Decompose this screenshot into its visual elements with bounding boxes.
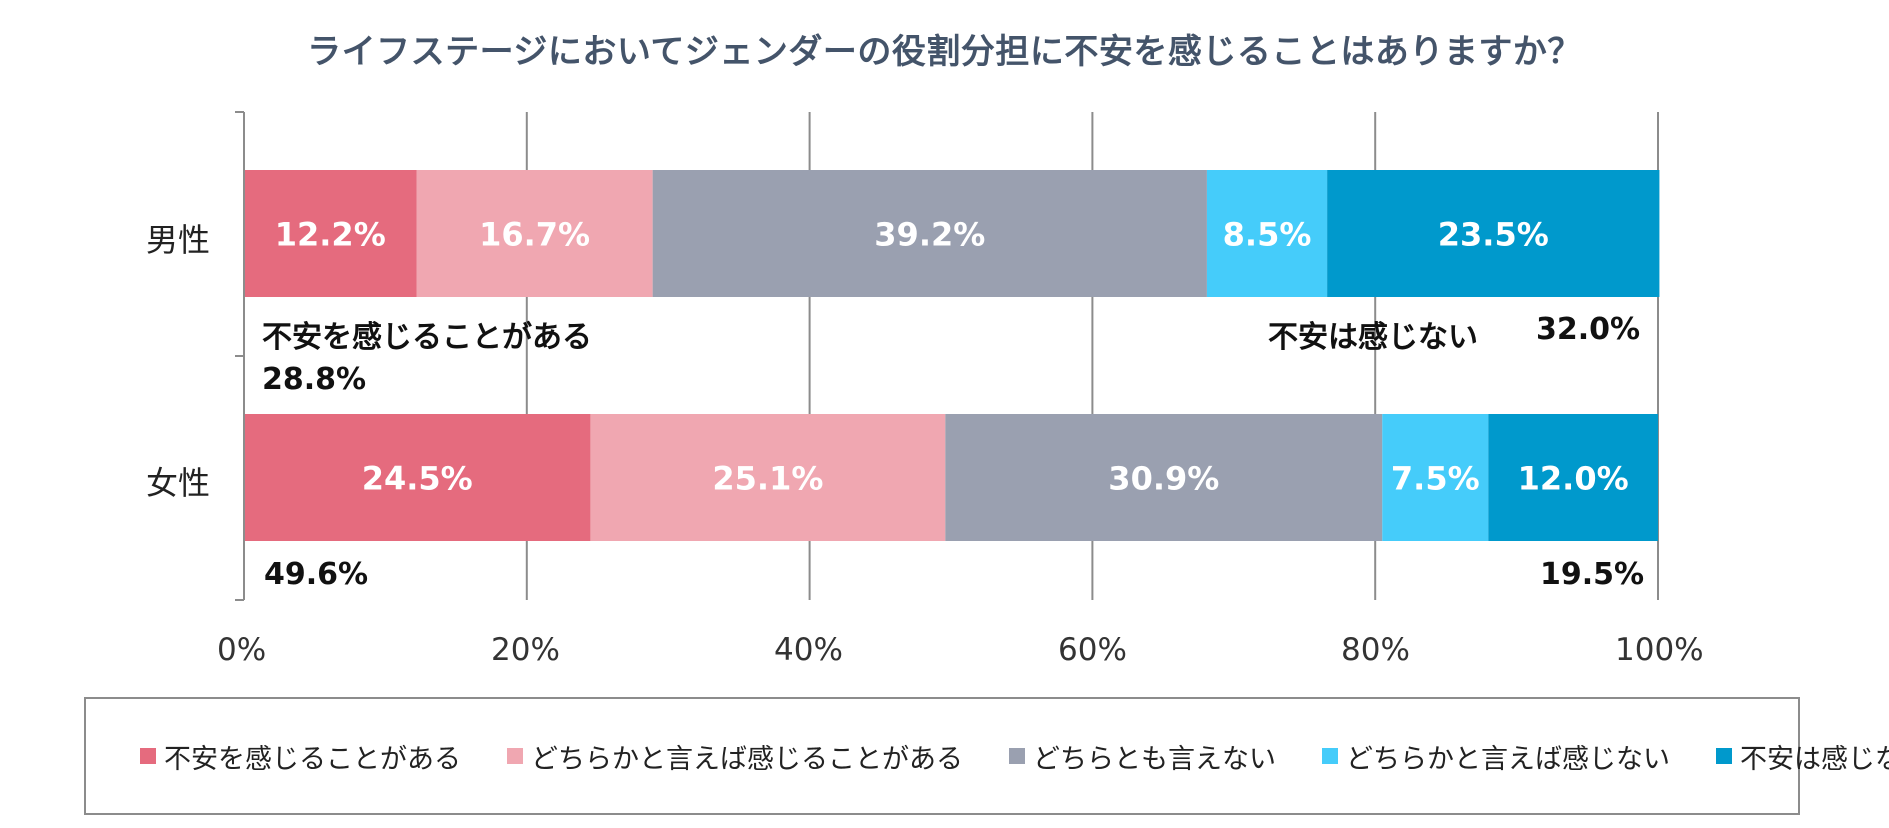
data-label: 12.2%	[275, 216, 386, 254]
bar-segment	[1382, 414, 1489, 541]
legend: 不安を感じることがある どちらかと言えば感じることがある どちらとも言えない ど…	[84, 697, 1889, 815]
x-tick-label: 40%	[774, 632, 843, 668]
data-label: 8.5%	[1223, 216, 1312, 254]
bar-segment	[1327, 170, 1660, 297]
legend-swatch	[507, 748, 523, 764]
legend-label: どちらかと言えば感じることがある	[531, 743, 963, 775]
legend-swatch	[1322, 748, 1338, 764]
chart-title: ライフステージにおいてジェンダーの役割分担に不安を感じることはありますか？	[307, 32, 1582, 72]
legend-label: 不安を感じることがある	[164, 743, 461, 775]
bar-segment	[1488, 414, 1658, 541]
bar-segment	[1206, 170, 1328, 297]
x-tick-label: 20%	[491, 632, 560, 668]
male-not-anxious-total: 32.0%	[1536, 312, 1641, 347]
female-anxious-total: 49.6%	[264, 557, 369, 592]
bar-segment	[945, 414, 1383, 541]
bar-segment	[244, 414, 591, 541]
legend-item: 不安を感じることがある	[140, 737, 461, 776]
bar-segment	[652, 170, 1207, 297]
x-tick-label: 0%	[217, 632, 267, 668]
data-label: 25.1%	[712, 460, 823, 498]
legend-swatch	[1716, 748, 1732, 764]
bar-segment	[244, 170, 417, 297]
data-label: 12.0%	[1518, 460, 1629, 498]
male-not-anxious-label: 不安は感じない	[1268, 320, 1478, 355]
legend-label: どちらとも言えない	[1033, 743, 1276, 775]
legend-label: どちらかと言えば感じない	[1346, 743, 1670, 775]
bar-segment	[416, 170, 653, 297]
data-label: 24.5%	[362, 460, 473, 498]
x-tick-label: 60%	[1058, 632, 1127, 668]
category-label-female: 女性	[146, 464, 211, 502]
data-label: 30.9%	[1108, 460, 1219, 498]
x-tick-label: 100%	[1615, 632, 1704, 668]
female-not-anxious-total: 19.5%	[1540, 557, 1645, 592]
data-label: 16.7%	[479, 216, 590, 254]
legend-item: どちらかと言えば感じることがある	[507, 737, 963, 776]
bar-segment	[590, 414, 946, 541]
data-label: 39.2%	[874, 216, 985, 254]
x-tick-label: 80%	[1341, 632, 1410, 668]
legend-item: どちらとも言えない	[1009, 737, 1276, 776]
legend-label: 不安は感じない	[1740, 743, 1889, 775]
male-anxious-label: 不安を感じることがある	[262, 320, 592, 355]
category-label-male: 男性	[146, 221, 211, 259]
data-label: 7.5%	[1391, 460, 1480, 498]
legend-item: どちらかと言えば感じない	[1322, 737, 1670, 776]
legend-swatch	[1009, 748, 1025, 764]
legend-swatch	[140, 748, 156, 764]
legend-item: 不安は感じない	[1716, 737, 1889, 776]
data-label: 23.5%	[1438, 216, 1549, 254]
male-anxious-total: 28.8%	[262, 362, 367, 397]
plot-area: 12.2% 16.7% 39.2% 8.5% 23.5% 24.5% 25.1% 30.9% 7…	[235, 111, 1660, 601]
